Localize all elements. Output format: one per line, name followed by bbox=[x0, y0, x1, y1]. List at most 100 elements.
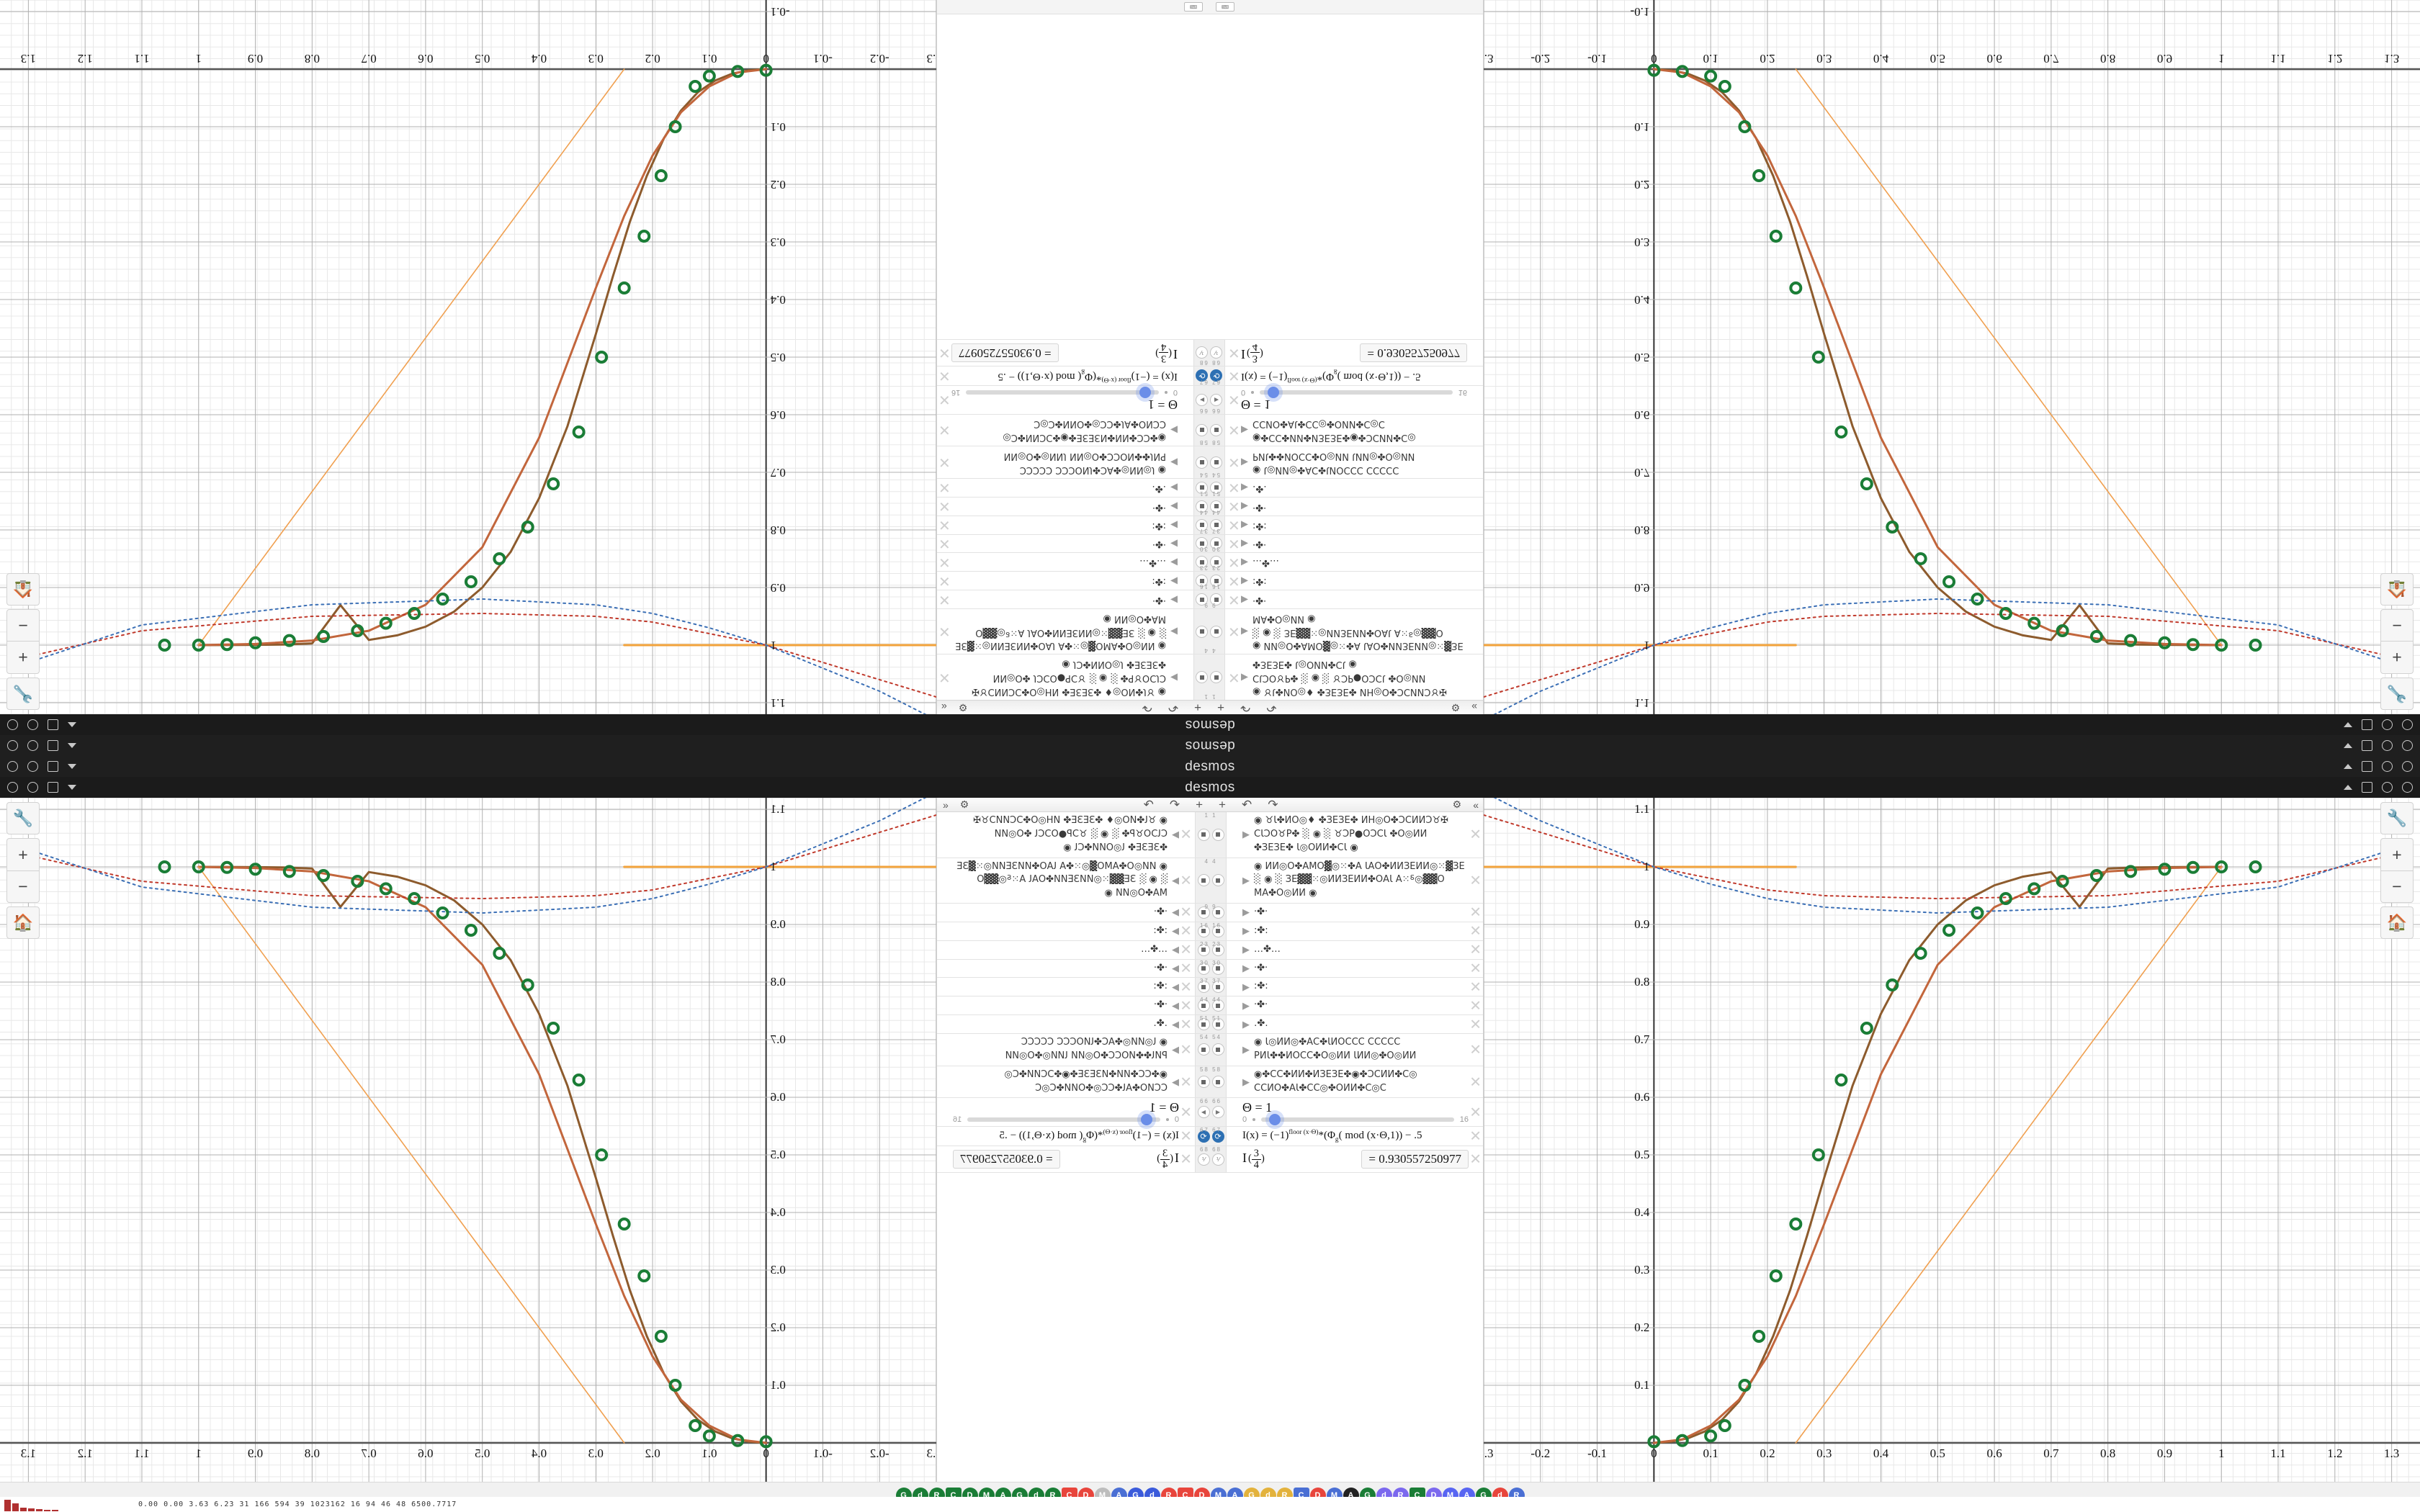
visibility-toggle[interactable]: ⅟ bbox=[1196, 346, 1209, 359]
chevron-up-icon[interactable] bbox=[2344, 764, 2352, 769]
delete-expression-button[interactable]: ✕ bbox=[1228, 422, 1240, 438]
delete-expression-button[interactable]: ✕ bbox=[1469, 827, 1482, 843]
expand-caret-icon[interactable]: ▶ bbox=[1242, 829, 1250, 840]
visibility-toggle[interactable] bbox=[1211, 962, 1224, 975]
delete-expression-button[interactable]: ✕ bbox=[1180, 827, 1192, 843]
delete-expression-button[interactable]: ✕ bbox=[1469, 960, 1482, 977]
expression-cell[interactable]: ▶ ◉ ♉Ɩ✤ИО◎♦ ✤ЗЕЗЕ✤ ИН◎О✤ƆСИИƆ♉✠ СƖƆО♉Р✤ ░… bbox=[1225, 654, 1483, 700]
slider-knob[interactable] bbox=[1267, 386, 1279, 398]
expression-cell[interactable]: ▶ ․✤․ ✕ bbox=[1225, 479, 1483, 497]
data-point[interactable] bbox=[547, 477, 560, 490]
slider-knob[interactable] bbox=[1139, 386, 1152, 398]
data-point[interactable] bbox=[248, 636, 262, 649]
expression-row[interactable]: ▶ ·✤· ✕ 9 9 ▶ ·✤· ✕ bbox=[937, 904, 1483, 922]
expression-row[interactable]: ▶ ◉✤СС✤ИИ✤ИЗЕЗЕ✤◉✤ƆСИИ✤С◎ ССИО✤АƖ✤СС◎✤ОИИ… bbox=[937, 1066, 1483, 1099]
expression-panel[interactable]: » ⚙ ↶ ↷ + + ↶ ↷ ⚙ « ▶ ◉ ♉Ɩ✤ИО◎♦ ✤ЗЕЗЕ✤ ИН… bbox=[936, 0, 1484, 714]
info-icon[interactable] bbox=[27, 740, 38, 751]
visibility-toggle[interactable] bbox=[1197, 1043, 1210, 1056]
expression-cell[interactable]: ▶ ◉ ИИ◎О✤АМО▓◎⁙✤А ƖАО✤ИИЗЕИИ◎⁙▓ЗЕ ░ ◉ ░ З… bbox=[936, 609, 1193, 654]
expand-caret-icon[interactable]: ▶ bbox=[1242, 944, 1250, 955]
slider-track[interactable] bbox=[1261, 1114, 1454, 1126]
data-point[interactable] bbox=[2056, 875, 2069, 888]
row-toggle-group[interactable] bbox=[1197, 906, 1224, 919]
visibility-toggle[interactable]: ⅟ bbox=[1211, 1153, 1224, 1166]
data-point[interactable] bbox=[1704, 69, 1718, 83]
delete-expression-button[interactable]: ✕ bbox=[1469, 1128, 1482, 1145]
data-point[interactable] bbox=[2158, 863, 2172, 876]
delete-expression-button[interactable]: ✕ bbox=[1469, 873, 1482, 889]
data-point[interactable] bbox=[617, 282, 631, 294]
delete-expression-button[interactable]: ✕ bbox=[1469, 904, 1482, 921]
undo-icon-left[interactable]: ↶ bbox=[1266, 701, 1277, 715]
collapse-panel-icon[interactable]: « bbox=[941, 701, 947, 714]
data-point[interactable] bbox=[1860, 1022, 1873, 1035]
expression-cell[interactable]: ▶ ◉✤СС✤ИИ✤ИЗЕЗЕ✤◉✤ƆСИИ✤С◎ ССИО✤АƖ✤СС◎✤ОИИ… bbox=[1227, 1066, 1483, 1098]
expand-caret-icon[interactable]: ▶ bbox=[1242, 925, 1250, 937]
data-point[interactable] bbox=[2089, 869, 2103, 882]
expand-caret-icon[interactable]: ▶ bbox=[1172, 963, 1179, 974]
data-point[interactable] bbox=[2027, 882, 2041, 896]
data-point[interactable] bbox=[637, 230, 651, 243]
expression-row[interactable]: I(x) = (−1)floor (x·Θ)*(Φg( mod (x·Θ,1))… bbox=[936, 365, 1483, 385]
graph-controls[interactable]: 🔧 + − 🏠 bbox=[2380, 802, 2414, 939]
expand-caret-icon[interactable]: ▶ bbox=[1241, 482, 1248, 494]
visibility-toggle[interactable]: ▶ bbox=[1196, 393, 1209, 406]
share-icon[interactable] bbox=[48, 761, 58, 772]
expand-caret-icon[interactable]: ▶ bbox=[1241, 501, 1248, 513]
chevron-up-icon-2[interactable] bbox=[68, 722, 76, 727]
expression-cell[interactable]: ▶ ·✤· ✕ bbox=[937, 904, 1195, 922]
delete-expression-button[interactable]: ✕ bbox=[1180, 1151, 1192, 1168]
delete-expression-button[interactable]: ✕ bbox=[938, 554, 951, 570]
expression-row[interactable]: Θ = 1 0 16 ✕ 66 66 ◀ ▶ Θ = 1 0 16 ✕ bbox=[937, 1098, 1483, 1128]
visibility-toggle[interactable] bbox=[1211, 924, 1224, 937]
undo-icon-right[interactable]: ↶ bbox=[1241, 798, 1252, 811]
data-point[interactable] bbox=[220, 860, 234, 874]
delete-expression-button[interactable]: ✕ bbox=[1469, 979, 1482, 996]
data-point[interactable] bbox=[408, 607, 421, 620]
chevron-up-icon[interactable] bbox=[68, 743, 76, 748]
expression-cell[interactable]: ▶ ·✤· ✕ bbox=[936, 498, 1193, 516]
delete-expression-button[interactable]: ✕ bbox=[1180, 1104, 1192, 1121]
expand-caret-icon[interactable]: ▶ bbox=[1241, 575, 1248, 587]
data-point[interactable] bbox=[759, 1435, 773, 1449]
data-point[interactable] bbox=[2249, 860, 2262, 873]
visibility-toggle[interactable]: ⟳ bbox=[1211, 1130, 1224, 1143]
delete-expression-button[interactable]: ✕ bbox=[1469, 1042, 1482, 1058]
expression-cell[interactable]: ▶ ◉✤СС✤ИИ✤ИЗЕЗЕ✤◉✤ƆСИИ✤С◎ ССИО✤АƖ✤СС◎✤ОИИ… bbox=[1225, 415, 1483, 446]
expand-panel-icon[interactable]: » bbox=[943, 798, 949, 811]
expression-cell[interactable]: I(x) = (−1)floor (x·Θ)*(Φg( mod (x·Θ,1))… bbox=[999, 1128, 1192, 1145]
expand-caret-icon[interactable]: ▶ bbox=[1242, 1018, 1250, 1030]
expand-caret-icon[interactable]: ▶ bbox=[1172, 874, 1179, 886]
visibility-toggle[interactable]: ⅟ bbox=[1197, 1153, 1210, 1166]
visibility-toggle[interactable] bbox=[1211, 906, 1224, 919]
visibility-toggle[interactable]: ⅟ bbox=[1210, 346, 1223, 359]
data-point[interactable] bbox=[1942, 924, 1956, 937]
data-point[interactable] bbox=[689, 80, 702, 93]
gear-icon[interactable]: ⚙ bbox=[959, 798, 969, 810]
visibility-toggle[interactable] bbox=[1211, 874, 1224, 887]
add-expression-button-right[interactable]: + bbox=[1194, 701, 1201, 715]
data-point[interactable] bbox=[1834, 1074, 1848, 1086]
slider-track[interactable] bbox=[967, 1114, 1160, 1126]
expand-caret-icon[interactable]: ▶ bbox=[1242, 1076, 1250, 1087]
row-toggle-group[interactable] bbox=[1197, 828, 1224, 841]
expand-caret-icon[interactable]: ▶ bbox=[1170, 520, 1178, 531]
expression-row[interactable]: ▶ …✤… ✕ 23 23 ▶ …✤… ✕ bbox=[937, 940, 1483, 960]
profile-icon[interactable] bbox=[2402, 740, 2413, 751]
data-point[interactable] bbox=[464, 924, 478, 937]
visibility-toggle[interactable] bbox=[1197, 828, 1210, 841]
delete-expression-button[interactable]: ✕ bbox=[1228, 391, 1240, 408]
graph-controls[interactable]: 🔧 + − 🏠 bbox=[2380, 573, 2414, 710]
delete-expression-button[interactable]: ✕ bbox=[1180, 1074, 1192, 1090]
expression-cell[interactable]: ▶ ․✤․ ✕ bbox=[1227, 1015, 1483, 1033]
expression-cell[interactable]: ▶:✤: ✕ bbox=[937, 978, 1195, 996]
delete-expression-button[interactable]: ✕ bbox=[1469, 1104, 1482, 1121]
graph-canvas-right[interactable]: -0.3 -0.2 -0.1 0 0.1 0.2 0.3 0.4 0.5 0.6 0.7 0.8 0.9… bbox=[1484, 798, 2420, 1512]
delete-expression-button[interactable]: ✕ bbox=[938, 591, 951, 608]
share-icon[interactable] bbox=[2362, 740, 2372, 751]
zoom-in-button[interactable]: + bbox=[2380, 642, 2414, 674]
delete-expression-button[interactable]: ✕ bbox=[938, 623, 951, 639]
account-icon[interactable] bbox=[7, 740, 18, 751]
